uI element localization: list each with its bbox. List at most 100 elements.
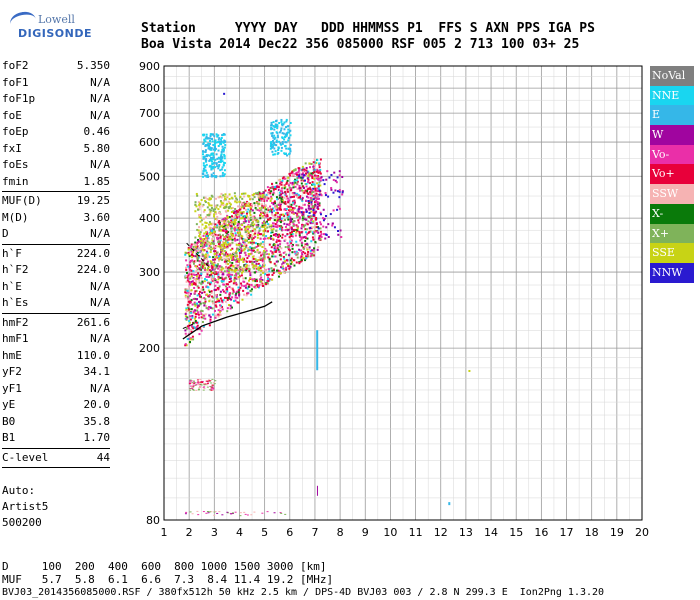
echo-point — [259, 226, 262, 229]
echo-point — [212, 172, 215, 175]
x-tick-label: 9 — [362, 526, 369, 539]
echo-point — [241, 257, 244, 260]
echo-point — [233, 274, 236, 277]
echo-point — [190, 275, 193, 278]
echo-point — [226, 241, 229, 244]
echo-point — [274, 143, 277, 146]
echo-point — [297, 210, 300, 213]
echo-point — [264, 189, 267, 192]
echo-point — [327, 223, 330, 226]
echo-point — [269, 227, 272, 230]
echo-point — [231, 258, 234, 261]
echo-point — [261, 204, 264, 207]
echo-point — [208, 226, 211, 229]
echo-point — [247, 255, 250, 258]
echo-point — [221, 148, 224, 151]
echo-point — [291, 200, 294, 203]
echo-point — [202, 511, 205, 513]
echo-point — [186, 338, 189, 341]
echo-point — [256, 280, 259, 283]
echo-point — [198, 300, 201, 303]
echo-point — [288, 249, 291, 252]
echo-point — [275, 181, 278, 184]
echo-point — [330, 173, 333, 176]
echo-point — [295, 204, 298, 207]
param-label: foEp — [2, 125, 29, 138]
echo-point — [316, 485, 318, 496]
echo-point — [265, 208, 268, 211]
echo-point — [210, 152, 213, 155]
echo-point — [208, 511, 211, 513]
echo-point — [261, 224, 264, 227]
echo-point — [231, 292, 234, 295]
echo-point — [304, 162, 307, 165]
echo-point — [318, 235, 321, 238]
echo-point — [221, 156, 224, 159]
y-tick-label: 400 — [139, 212, 160, 225]
echo-point — [247, 264, 250, 267]
echo-point — [225, 239, 228, 242]
echo-point — [214, 250, 217, 253]
echo-point — [204, 253, 207, 256]
echo-point — [184, 315, 187, 318]
param-value: 20.0 — [83, 398, 111, 411]
echo-point — [218, 226, 221, 229]
echo-point — [314, 161, 317, 164]
echo-point — [208, 139, 211, 142]
echo-point — [196, 379, 199, 381]
echo-point — [221, 308, 224, 311]
echo-point — [205, 163, 208, 166]
echo-point — [226, 214, 229, 217]
echo-point — [258, 203, 261, 206]
legend-item-vo: Vo- — [650, 144, 694, 165]
echo-point — [280, 247, 283, 250]
param-label: hmE — [2, 348, 22, 362]
echo-point — [291, 247, 294, 250]
param-group-critical-freq: foF2 5.350 foF1 N/A foF1p N/A foE N/A foEp 0.46 fx… — [2, 58, 110, 190]
echo-point — [250, 514, 253, 516]
echo-point — [297, 221, 300, 224]
echo-point — [298, 187, 301, 190]
echo-point — [233, 277, 236, 280]
echo-point — [230, 513, 233, 515]
echo-point — [240, 258, 243, 261]
echo-point — [199, 274, 202, 277]
echo-point — [210, 234, 213, 237]
echo-point — [243, 293, 246, 296]
echo-point — [256, 233, 259, 236]
echo-point — [258, 229, 261, 232]
echo-point — [230, 287, 233, 290]
echo-point — [245, 212, 248, 215]
echo-point — [236, 301, 239, 304]
echo-point — [192, 260, 195, 263]
echo-point — [216, 165, 219, 168]
echo-point — [244, 284, 247, 287]
echo-point — [206, 273, 209, 276]
echo-point — [202, 203, 205, 206]
echo-point — [191, 315, 194, 318]
echo-point — [295, 240, 298, 243]
echo-point — [285, 120, 288, 123]
echo-point — [286, 182, 289, 185]
echo-point — [206, 307, 209, 310]
echo-point — [208, 197, 211, 200]
echo-point — [275, 239, 278, 242]
echo-point — [255, 259, 258, 262]
echo-point — [235, 209, 238, 212]
echo-point — [295, 182, 298, 185]
echo-point — [267, 192, 270, 195]
echo-point — [269, 261, 272, 264]
echo-point — [185, 280, 188, 283]
echo-point — [232, 217, 235, 220]
echo-point — [212, 302, 215, 305]
echo-point — [252, 241, 255, 244]
echo-point — [195, 275, 198, 278]
echo-point — [338, 174, 341, 177]
echo-point — [281, 265, 284, 268]
echo-point — [219, 297, 222, 300]
echo-point — [299, 206, 302, 209]
echo-point — [258, 209, 261, 212]
echo-point — [234, 226, 237, 229]
echo-point — [194, 319, 197, 322]
echo-point — [227, 268, 230, 271]
